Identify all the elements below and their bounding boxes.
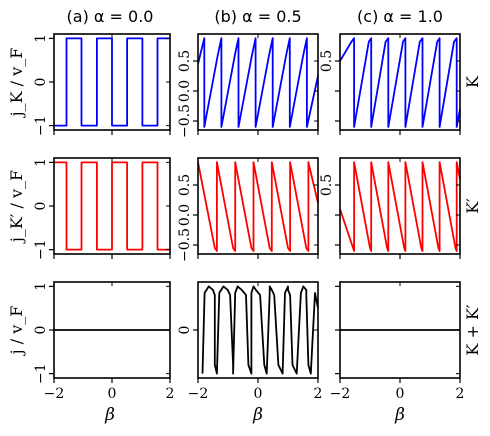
xlabel-col-b: β — [252, 405, 263, 425]
yticklabel-kprime-c-2: 0.5 — [319, 174, 335, 196]
side-label-k: K — [463, 75, 482, 88]
yticklabel-k-b-0: −0.5 — [177, 104, 193, 138]
yticklabel-kprime-a-2: 1 — [33, 158, 49, 167]
yticklabel-k-a-0: −1 — [33, 115, 49, 136]
series-line-kprime-a — [54, 161, 170, 251]
col-title-a: (a) α = 0.0 — [67, 7, 154, 26]
yticklabel-k-c-2: 0.5 — [319, 50, 335, 72]
xlabel-col-c: β — [394, 405, 405, 425]
yticklabel-kprime-a-1: 0 — [33, 202, 49, 211]
yticklabel-sum-b-0: 0 — [177, 326, 193, 335]
series-line-k-c — [339, 37, 461, 128]
xticklabel-sum-c-1: 0 — [396, 386, 405, 402]
side-label-sum: K + K′ — [463, 304, 482, 355]
ylabel-row-sum: j / v_F — [7, 306, 26, 357]
series-line-k-b — [197, 37, 319, 128]
xticklabel-sum-b-1: 0 — [254, 386, 263, 402]
side-label-kprime: K′ — [463, 198, 482, 214]
yticklabel-kprime-b-2: 0.5 — [177, 174, 193, 196]
series-line-kprime-b — [197, 161, 319, 252]
yticklabel-kprime-a-0: −1 — [33, 239, 49, 260]
series-line-sum-b — [201, 285, 319, 375]
xticklabel-sum-c-2: 2 — [456, 386, 465, 402]
yticklabel-k-a-1: 0 — [33, 78, 49, 87]
yticklabel-k-b-1: 0.0 — [177, 80, 193, 102]
yticklabel-kprime-b-1: 0.0 — [177, 204, 193, 226]
xlabel-col-a: β — [104, 405, 115, 425]
xticklabel-sum-b-0: −2 — [188, 386, 209, 402]
xticklabel-sum-c-0: −2 — [330, 386, 351, 402]
yticklabel-kprime-b-0: −0.5 — [177, 228, 193, 262]
ylabel-row-k: j_K / v_F — [7, 48, 26, 119]
yticklabel-k-b-2: 0.5 — [177, 50, 193, 72]
ylabel-row-kprime: j_K′ / v_F — [7, 170, 26, 244]
panel-group: −1 0 1 −0.5 0.0 0.5 0.5 −1 0 1 −0.5 0.0 0.5 0.5 −1 0 1 −2… — [33, 33, 465, 402]
col-title-c: (c) α = 1.0 — [357, 7, 443, 26]
xticklabel-sum-a-0: −2 — [44, 386, 65, 402]
series-line-kprime-c — [339, 161, 461, 252]
col-title-b: (b) α = 0.5 — [214, 7, 301, 26]
yticklabel-k-a-2: 1 — [33, 34, 49, 43]
yticklabel-sum-a-2: 1 — [33, 282, 49, 291]
series-line-k-a — [54, 37, 170, 127]
xticklabel-sum-b-2: 2 — [314, 386, 323, 402]
yticklabel-sum-a-0: −1 — [33, 363, 49, 384]
xticklabel-sum-a-2: 2 — [166, 386, 175, 402]
yticklabel-sum-a-1: 0 — [33, 326, 49, 335]
xticklabel-sum-a-1: 0 — [108, 386, 117, 402]
